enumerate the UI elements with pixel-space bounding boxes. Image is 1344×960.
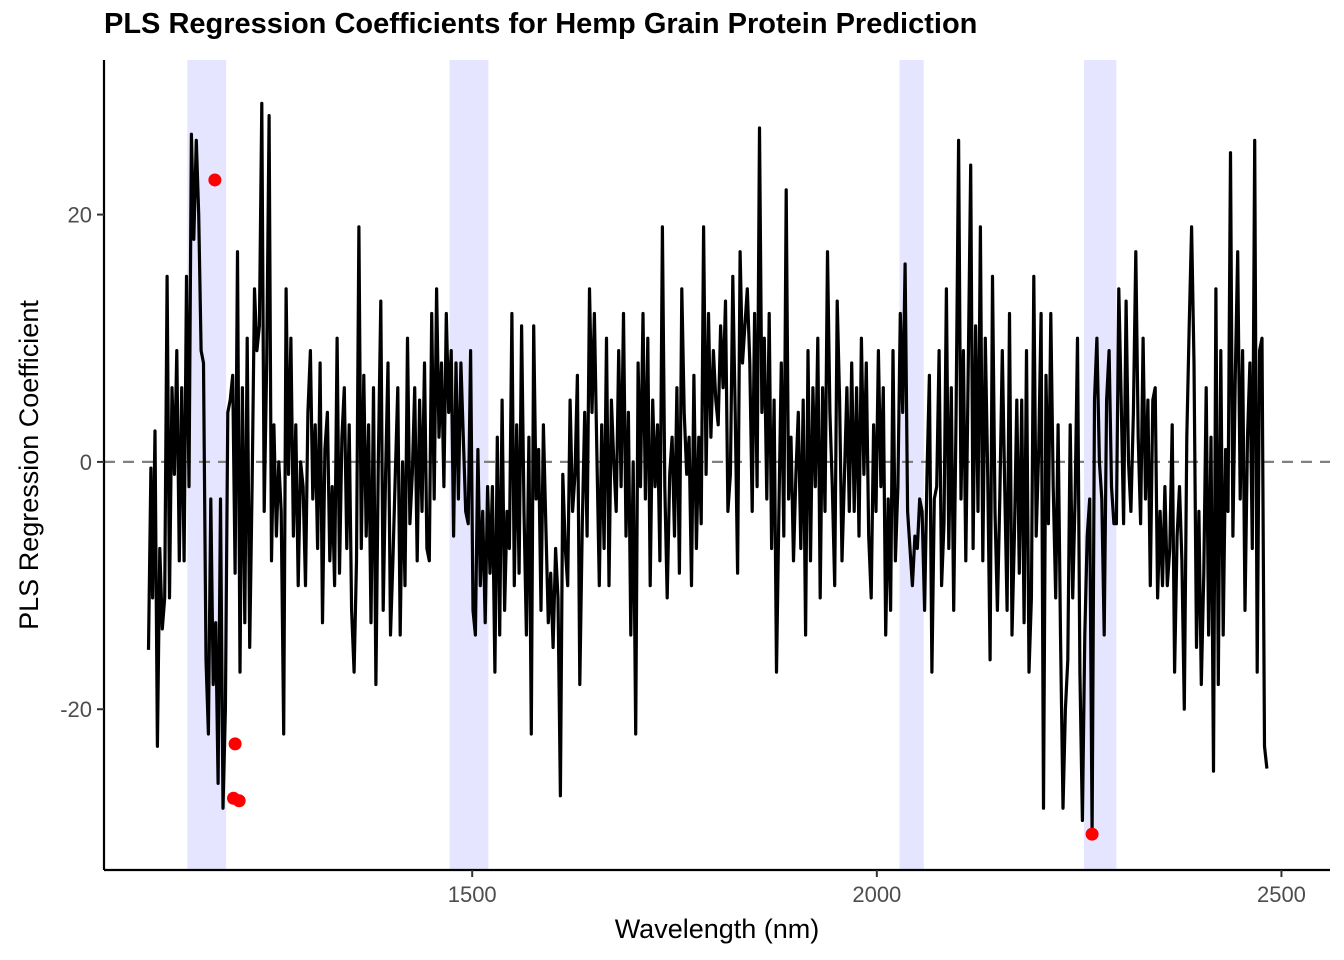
y-axis-ticks: -20 0 20 (60, 203, 104, 722)
series-line-1 (146, 101, 1269, 835)
chart-title: PLS Regression Coefficients for Hemp Gra… (104, 8, 978, 40)
highlight-point-1 (208, 173, 222, 187)
highlight-point-4 (232, 794, 246, 808)
highlight-band-3 (899, 60, 924, 870)
y-tick-label: -20 (60, 697, 92, 722)
x-axis-title: Wavelength (nm) (615, 914, 820, 944)
highlight-point-5 (1085, 827, 1099, 841)
highlight-points (208, 173, 1099, 841)
x-tick-label: 2000 (852, 882, 901, 907)
y-tick-label: 20 (68, 203, 92, 228)
x-tick-label: 2500 (1257, 882, 1306, 907)
x-tick-label: 1500 (448, 882, 497, 907)
x-axis-ticks: 1500 2000 2500 (448, 870, 1306, 907)
highlight-point-2 (228, 737, 242, 751)
y-axis-title: PLS Regression Coefficient (14, 300, 44, 630)
coefficient-line (146, 101, 1269, 835)
y-tick-label: 0 (80, 450, 92, 475)
